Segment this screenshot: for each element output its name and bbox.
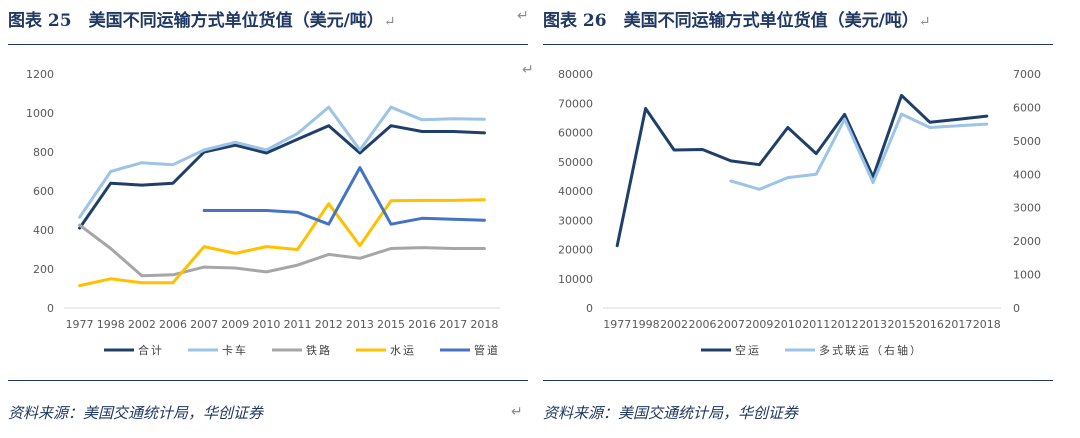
plot-area: 0100002000030000400005000060000700008000… <box>558 68 1041 331</box>
x-tick-label: 2016 <box>916 318 944 331</box>
top-rule <box>543 44 1053 45</box>
x-tick-label: 2006 <box>159 318 187 331</box>
y-tick-label: 10000 <box>558 273 593 286</box>
x-tick-label: 2015 <box>888 318 916 331</box>
x-tick-label: 2007 <box>717 318 745 331</box>
y2-tick-label: 7000 <box>1013 68 1041 81</box>
series-line <box>78 198 486 288</box>
return-mark: ↵ <box>918 14 931 30</box>
top-rule <box>8 44 528 45</box>
series-line <box>78 223 486 278</box>
y-tick-label: 30000 <box>558 214 593 227</box>
x-tick-label: 2012 <box>315 318 343 331</box>
y-tick-label: 80000 <box>558 68 593 81</box>
legend-label: 合计 <box>138 343 164 357</box>
y2-tick-label: 1000 <box>1013 269 1041 282</box>
x-tick-label: 2017 <box>439 318 467 331</box>
y-tick-label: 400 <box>33 224 54 237</box>
x-tick-label: 2002 <box>660 318 688 331</box>
figure-25: 图表 25 美国不同运输方式单位货值（美元/吨）↵ 0 200 400 600 800 1… <box>0 0 535 438</box>
x-tick-label: 2015 <box>377 318 405 331</box>
legend: 空运 多式联运（右轴） <box>701 343 923 357</box>
x-tick-label: 2009 <box>221 318 249 331</box>
x-tick-label: 1977 <box>66 318 94 331</box>
x-tick-label: 2011 <box>284 318 312 331</box>
series-line <box>78 124 486 230</box>
source-text: 资料来源：美国交通统计局，华创证券 <box>8 404 264 422</box>
x-tick-label: 2009 <box>745 318 773 331</box>
y-tick-label: 1000 <box>26 107 54 120</box>
y2-tick-label: 5000 <box>1013 135 1041 148</box>
series-line <box>729 112 989 191</box>
source-note: 资料来源：美国交通统计局，华创证券 <box>543 402 798 423</box>
x-tick-label: 1998 <box>97 318 125 331</box>
legend-label: 空运 <box>735 343 761 357</box>
legend: 合计 卡车 铁路 水运 管道 <box>104 343 500 357</box>
figure-26: 图表 26 美国不同运输方式单位货值（美元/吨）↵ 0 10000 20000 300… <box>535 0 1080 438</box>
y-tick-label: 60000 <box>558 127 593 140</box>
x-tick-label: 2013 <box>859 318 887 331</box>
legend-label: 卡车 <box>222 343 248 357</box>
y-tick-label: 800 <box>33 146 54 159</box>
y-tick-label: 0 <box>586 302 593 315</box>
middle-return-mark-2: ↵ <box>522 62 534 78</box>
x-tick-label: 2016 <box>408 318 436 331</box>
y-tick-label: 70000 <box>558 97 593 110</box>
x-tick-label: 2010 <box>252 318 280 331</box>
y2-tick-label: 2000 <box>1013 235 1041 248</box>
middle-return-mark-3: ↵ <box>511 404 523 420</box>
y2-tick-label: 0 <box>1013 302 1020 315</box>
y-tick-label: 600 <box>33 185 54 198</box>
y-tick-label: 20000 <box>558 244 593 257</box>
y2-tick-label: 3000 <box>1013 202 1041 215</box>
title-text: 图表 26 美国不同运输方式单位货值（美元/吨） <box>543 11 919 31</box>
figure-title: 图表 26 美国不同运输方式单位货值（美元/吨）↵ <box>543 6 931 31</box>
legend-label: 水运 <box>390 344 416 357</box>
x-tick-label: 2013 <box>346 318 374 331</box>
source-note: 资料来源：美国交通统计局，华创证券 <box>8 402 263 423</box>
x-tick-label: 2017 <box>944 318 972 331</box>
legend-label: 铁路 <box>306 344 332 357</box>
y-tick-label: 50000 <box>558 156 593 169</box>
series-line <box>615 93 989 248</box>
y-tick-label: 0 <box>47 302 54 315</box>
x-tick-label: 2011 <box>802 318 830 331</box>
x-tick-label: 2010 <box>774 318 802 331</box>
series-line <box>78 105 486 219</box>
x-tick-label: 1977 <box>603 318 631 331</box>
bottom-rule <box>543 380 1053 381</box>
y-tick-label: 200 <box>33 263 54 276</box>
chart-right: 0100002000030000400005000060000700008000… <box>558 68 1041 357</box>
x-tick-label: 2006 <box>689 318 717 331</box>
figure-title: 图表 25 美国不同运输方式单位货值（美元/吨）↵ <box>8 6 396 31</box>
y-tick-label: 1200 <box>26 68 54 81</box>
title-text: 图表 25 美国不同运输方式单位货值（美元/吨） <box>8 11 384 31</box>
y2-tick-label: 6000 <box>1013 101 1041 114</box>
return-mark: ↵ <box>383 14 396 30</box>
legend-label: 多式联运（右轴） <box>819 343 923 357</box>
x-tick-label: 2007 <box>190 318 218 331</box>
source-text: 资料来源：美国交通统计局，华创证券 <box>543 404 799 422</box>
x-tick-label: 2018 <box>973 318 1001 331</box>
x-tick-label: 1998 <box>632 318 660 331</box>
y2-tick-label: 4000 <box>1013 168 1041 181</box>
x-tick-label: 2012 <box>831 318 859 331</box>
series-line <box>202 166 486 226</box>
y-tick-label: 40000 <box>558 185 593 198</box>
x-tick-label: 2002 <box>128 318 156 331</box>
middle-return-mark: ↵ <box>517 8 529 24</box>
bottom-rule <box>8 380 528 381</box>
legend-label: 管道 <box>474 343 500 357</box>
x-tick-label: 2018 <box>470 318 498 331</box>
